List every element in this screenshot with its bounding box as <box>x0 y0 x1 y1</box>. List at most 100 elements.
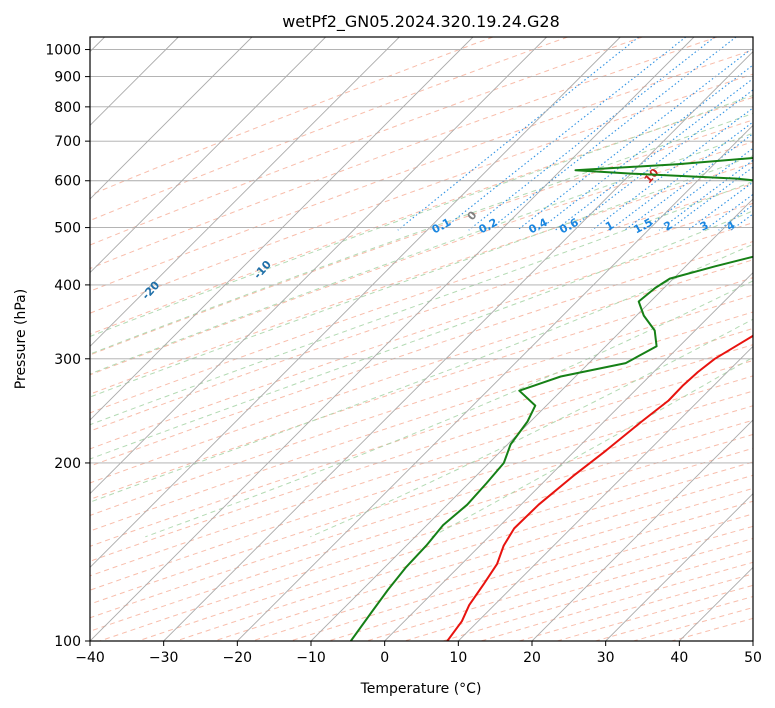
x-tick-label: 10 <box>449 650 467 666</box>
moist-adiabat-line <box>145 280 753 538</box>
dry-adiabat-line <box>90 375 753 591</box>
dry-adiabat-line <box>90 241 753 467</box>
moist-adiabat-line <box>90 155 753 398</box>
mixing-ratio-line <box>667 166 753 231</box>
dry-adiabat-line <box>90 49 753 292</box>
x-tick-label: 0 <box>380 650 389 666</box>
y-tick-label: 900 <box>54 70 81 86</box>
x-axis-label: Temperature (°C) <box>360 681 482 697</box>
sounding-line-2 <box>349 157 753 641</box>
mixing-ratio-line <box>468 37 716 231</box>
mixing-ratio-line <box>751 228 753 231</box>
mixing-ratio-line <box>643 147 753 231</box>
x-tick-label: −30 <box>149 650 179 666</box>
mixing-ratio-label: 0.1 <box>430 216 453 237</box>
y-tick-label: 400 <box>54 278 81 294</box>
mixing-ratio-label: 1.5 <box>632 216 655 237</box>
mixing-ratio-label: 3 <box>698 219 711 234</box>
dry-adiabat-line <box>90 37 568 222</box>
dry-adiabat-line <box>90 327 753 547</box>
mixing-ratio-label: 0.2 <box>477 216 500 237</box>
mixing-ratio-line <box>441 37 687 231</box>
x-tick-label: 30 <box>597 650 615 666</box>
isotherm-line <box>90 37 326 274</box>
dry-adiabat-line <box>328 513 753 641</box>
moist-adiabat-line <box>90 112 753 355</box>
dry-adiabat-line <box>214 474 753 641</box>
dry-adiabat-line <box>90 294 753 516</box>
dry-adiabat-line <box>90 311 753 532</box>
dry-adiabat-label: 10 <box>642 166 662 186</box>
dry-adiabat-line <box>290 500 753 641</box>
dry-adiabat-line <box>442 549 753 641</box>
dry-adiabat-line <box>90 202 753 432</box>
isotherm-line <box>90 37 695 641</box>
mixing-ratio-label: 4 <box>724 218 737 233</box>
isotherm-line <box>90 37 400 347</box>
y-tick-label: 800 <box>54 100 81 116</box>
mixing-ratio-line <box>770 37 775 230</box>
x-tick-label: −10 <box>296 650 326 666</box>
y-tick-label: 600 <box>54 174 81 190</box>
x-tick-label: 20 <box>523 650 541 666</box>
isotherm-line <box>679 566 753 641</box>
isotherm-line <box>90 37 547 495</box>
moist-adiabat-line <box>90 132 753 375</box>
mixing-ratio-line <box>538 64 753 231</box>
x-tick-label: 40 <box>670 650 688 666</box>
y-axis-label: Pressure (hPa) <box>13 289 29 389</box>
x-tick-label: 50 <box>744 650 762 666</box>
mixing-ratio-line <box>704 193 753 231</box>
mixing-ratio-label: 0.4 <box>527 216 551 237</box>
isobars <box>90 49 753 641</box>
mixing-ratio-label: 0.6 <box>557 216 581 237</box>
y-tick-label: 1000 <box>45 43 81 59</box>
y-tick-label: 200 <box>54 456 81 472</box>
mixing-ratio-line <box>718 204 753 231</box>
isotherm-line <box>531 419 753 641</box>
isotherm-line <box>237 124 753 641</box>
isotherm-line <box>90 37 474 421</box>
dry-adiabat-line <box>90 259 753 484</box>
dry-adiabat-line <box>90 344 753 562</box>
isotherms <box>90 37 753 641</box>
moist-adiabat-line <box>90 243 753 503</box>
dry-adiabat-label: -20 <box>139 278 162 302</box>
x-axis-ticks: −40 −30 −20 −10 0 10 20 30 40 50 <box>75 641 762 666</box>
mixing-ratio-line <box>488 37 737 231</box>
mixing-ratio-line <box>687 181 753 231</box>
moist-adiabat-line <box>90 180 753 426</box>
isotherm-line <box>458 345 753 641</box>
y-axis-ticks: 100 200 300 400 500 600 700 800 900 1000 <box>45 43 90 650</box>
isotherm-line <box>310 198 753 641</box>
dry-adiabat-line <box>90 141 753 376</box>
dry-adiabat-line <box>90 119 753 356</box>
isotherm-line <box>752 640 753 641</box>
dry-adiabat-line <box>90 162 753 395</box>
y-tick-label: 500 <box>54 221 81 237</box>
dry-adiabat-line <box>90 277 753 500</box>
dry-adiabat-line <box>90 96 753 335</box>
dry-adiabat-label: 0 <box>465 208 480 223</box>
mixing-ratio-line <box>591 107 753 231</box>
dry-adiabat-line <box>90 390 753 605</box>
mixing-ratio-line <box>609 121 753 231</box>
mixing-ratio-label: 6 <box>763 218 775 233</box>
y-tick-label: 300 <box>54 352 81 368</box>
plot-area: -100-90-80-70-60-50-40-30-20-10010203040… <box>90 37 775 641</box>
sounding-line-1 <box>446 334 753 641</box>
moist-adiabat-line <box>310 318 753 538</box>
x-tick-label: −40 <box>75 650 105 666</box>
reference-line-labels: -100-90-80-70-60-50-40-30-20-10010203040… <box>139 166 775 302</box>
y-tick-label: 700 <box>54 134 81 150</box>
moist-adiabat-line <box>90 94 753 337</box>
dry-adiabats <box>90 37 753 641</box>
sounding-series <box>349 157 753 641</box>
dry-adiabat-line <box>90 222 753 450</box>
dry-adiabat-line <box>90 37 718 270</box>
dry-adiabat-line <box>90 73 753 314</box>
isotherm-line <box>605 493 753 641</box>
y-tick-label: 100 <box>54 634 81 650</box>
chart-title: wetPf2_GN05.2024.320.19.24.G28 <box>282 12 560 32</box>
